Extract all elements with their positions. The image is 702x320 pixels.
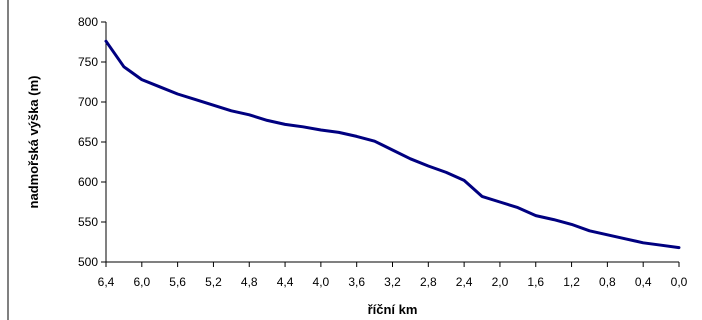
x-tick-label: 5,6 [169,275,186,289]
x-tick-label: 1,2 [563,275,580,289]
elevation-series-line [104,39,681,250]
x-tick-label: 5,2 [205,275,222,289]
y-axis-ticks: 500 550 600 650 700 750 800 [78,15,106,269]
x-tick-label: 4,4 [277,275,294,289]
x-tick-label: 6,4 [98,275,115,289]
y-axis-title: nadmořská výška (m) [26,76,41,209]
y-tick-label: 650 [78,135,98,149]
y-tick-label: 600 [78,175,98,189]
x-axis-ticks: 6,4 6,0 5,6 5,2 4,8 4,4 4,0 3,6 3,2 2,8 2,4 2,0 1,6 1… [98,262,688,289]
x-tick-label: 2,4 [456,275,473,289]
y-tick-label: 700 [78,95,98,109]
x-tick-label: 4,8 [241,275,258,289]
y-tick-label: 800 [78,15,98,29]
x-tick-label: 6,0 [133,275,150,289]
x-tick-label: 1,6 [527,275,544,289]
x-axis-title: říční km [368,302,418,317]
x-tick-label: 0,8 [599,275,616,289]
y-tick-label: 750 [78,55,98,69]
x-tick-label: 0,4 [635,275,652,289]
plot-area: 500 550 600 650 700 750 800 6,4 6,0 5,6 5,2 4,8 4,4… [78,15,688,289]
y-tick-label: 550 [78,215,98,229]
x-tick-label: 4,0 [313,275,330,289]
y-tick-label: 500 [78,255,98,269]
x-tick-label: 2,8 [420,275,437,289]
x-tick-label: 3,2 [384,275,401,289]
x-tick-label: 0,0 [671,275,688,289]
x-tick-label: 2,0 [492,275,509,289]
x-tick-label: 3,6 [348,275,365,289]
